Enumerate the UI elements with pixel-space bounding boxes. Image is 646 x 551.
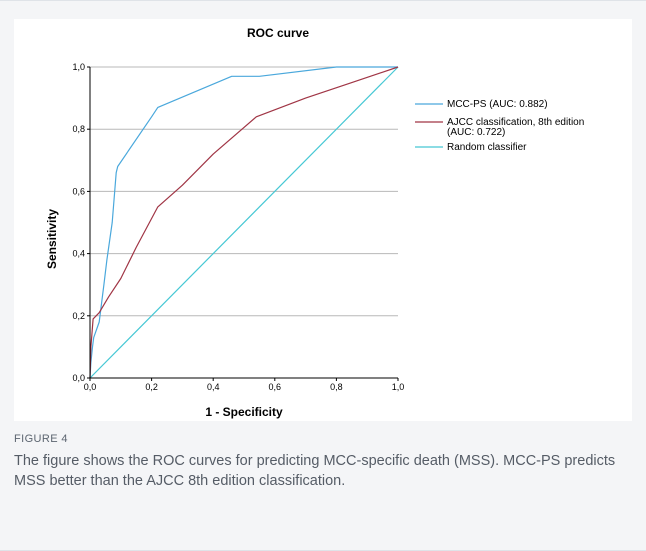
series-layer: [89, 66, 399, 379]
figure-caption: The figure shows the ROC curves for pred…: [14, 453, 616, 489]
roc-chart: ROC curve 0,0 0,2 0,4 0,6 0,8 1,0 0,0 0,2 0,4 0,6…: [45, 26, 584, 419]
reference-layer: [89, 66, 399, 379]
series-line-mcc-ps: [89, 66, 398, 379]
axes: [87, 66, 399, 381]
x-tick-label: 0,8: [330, 382, 343, 392]
legend-label: MCC-PS (AUC: 0.882): [447, 99, 548, 110]
tick-labels: 0,0 0,2 0,4 0,6 0,8 1,0 0,0 0,2 0,4 0,6 0,8 1,0: [72, 62, 404, 392]
y-tick-label: 0,2: [72, 311, 85, 321]
x-tick-label: 0,0: [84, 382, 97, 392]
x-axis-label: 1 - Specificity: [205, 405, 283, 419]
x-tick-label: 0,4: [207, 382, 220, 392]
x-tick-label: 1,0: [392, 382, 405, 392]
x-tick-label: 0,2: [145, 382, 158, 392]
chart-title: ROC curve: [247, 26, 309, 40]
y-tick-label: 0,4: [72, 249, 85, 259]
y-tick-label: 0,6: [72, 186, 85, 196]
chart-panel: ROC curve 0,0 0,2 0,4 0,6 0,8 1,0 0,0 0,2 0,4 0,6…: [14, 19, 632, 421]
legend-label: AJCC classification, 8th edition (AUC: 0.…: [447, 117, 584, 138]
series-line-random-classifier: [89, 66, 399, 379]
y-tick-label: 0,0: [72, 373, 85, 383]
grid-lines: [90, 66, 398, 317]
legend: MCC-PS (AUC: 0.882) AJCC classification, …: [415, 99, 584, 153]
y-tick-label: 1,0: [72, 62, 85, 72]
figure-label: FIGURE 4: [14, 433, 68, 445]
legend-label: Random classifier: [447, 142, 527, 153]
y-tick-label: 0,8: [72, 124, 85, 134]
series-line-ajcc: [89, 66, 399, 379]
y-axis-label: Sensitivity: [45, 209, 59, 269]
x-tick-label: 0,6: [269, 382, 282, 392]
